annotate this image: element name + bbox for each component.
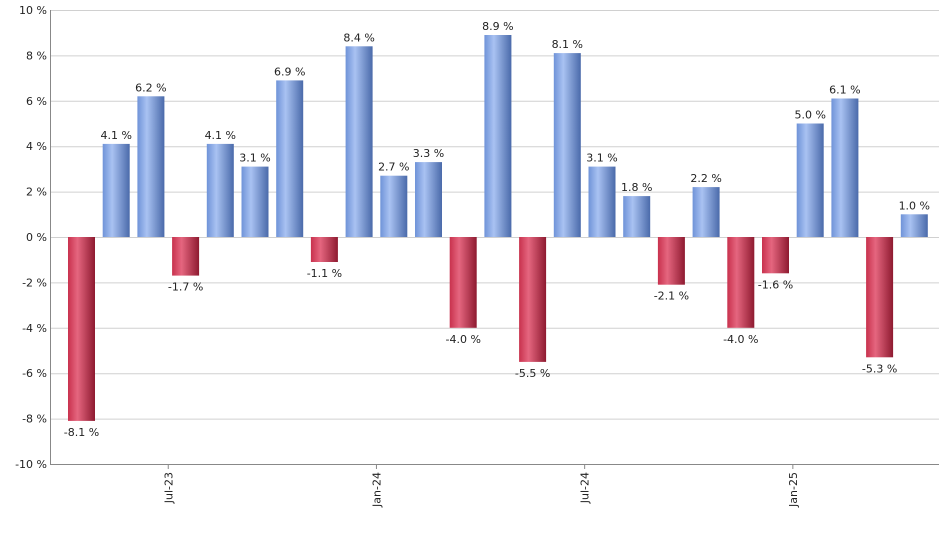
bar-value-label: -5.3 % [862,362,897,375]
bar [553,53,581,237]
y-tick-label: -10 % [15,458,47,471]
bar-value-label: 4.1 % [205,129,236,142]
bar [449,237,477,328]
bar-value-label: -1.6 % [758,278,793,291]
y-tick-label: -4 % [22,322,47,335]
y-tick-label: 4 % [26,140,47,153]
bar-value-label: -4.0 % [445,333,480,346]
bar [345,46,373,237]
y-tick-label: 2 % [26,186,47,199]
bar [727,237,755,328]
bar-value-label: -2.1 % [654,290,689,303]
bar [276,80,304,238]
bar [484,35,512,237]
bar [866,237,894,358]
bar-value-label: 8.1 % [552,38,583,51]
bar-value-label: 8.9 % [482,20,513,33]
bar [519,237,547,362]
bar-value-label: 1.8 % [621,181,652,194]
bar-value-label: 3.3 % [413,147,444,160]
bar-value-label: 3.1 % [239,152,270,165]
bar [900,214,928,237]
bar [206,143,234,237]
x-tick-label: Jul-24 [579,472,592,504]
bar [310,237,338,262]
x-axis-tick-labels: Jul-23 Jan-24 Jul-24 Jan-25 [162,472,800,508]
y-tick-label: -6 % [22,367,47,380]
bar-value-label: 2.2 % [690,172,721,185]
bar [657,237,685,285]
bar [102,143,130,237]
y-tick-label: -2 % [22,276,47,289]
bar-value-label: 8.4 % [343,31,374,44]
bar [692,187,720,237]
bar-value-label: 2.7 % [378,161,409,174]
bar [172,237,200,276]
y-tick-label: -8 % [22,413,47,426]
y-tick-label: 10 % [19,4,47,17]
y-tick-label: 8 % [26,49,47,62]
bar-value-label: 4.1 % [100,129,131,142]
bar [831,98,859,237]
bar-value-label: -4.0 % [723,333,758,346]
x-tick-label: Jan-25 [787,472,800,508]
bar [762,237,789,274]
y-tick-label: 0 % [26,231,47,244]
bar [415,162,442,237]
bar-value-label: -5.5 % [515,367,550,380]
bar [241,166,269,237]
bar [796,123,824,237]
y-axis-tick-labels: 10 % 8 % 6 % 4 % 2 % 0 % -2 % -4 % -6 % -8 % -10 % [15,4,47,471]
bar-value-label: 1.0 % [899,199,930,212]
y-tick-label: 6 % [26,95,47,108]
bar-value-label: -1.7 % [168,281,203,294]
bar [68,237,95,421]
bar-value-label: 6.9 % [274,65,305,78]
bar-value-label: 5.0 % [794,109,825,122]
x-tick-label: Jul-23 [162,472,175,504]
bar-value-labels: -8.1 %4.1 %6.2 %-1.7 %4.1 %3.1 %6.9 %-1.… [64,20,930,439]
bar-value-label: -8.1 % [64,426,99,439]
bar-value-label: 6.1 % [829,84,860,97]
bar [137,96,165,237]
bar-value-label: 3.1 % [586,152,617,165]
bar-value-label: -1.1 % [307,267,342,280]
bars [68,35,928,421]
bar [380,175,408,237]
axes [50,10,939,469]
bar [588,166,616,237]
x-tick-label: Jan-24 [370,472,383,508]
bar-value-label: 6.2 % [135,81,166,94]
bar [623,196,651,237]
